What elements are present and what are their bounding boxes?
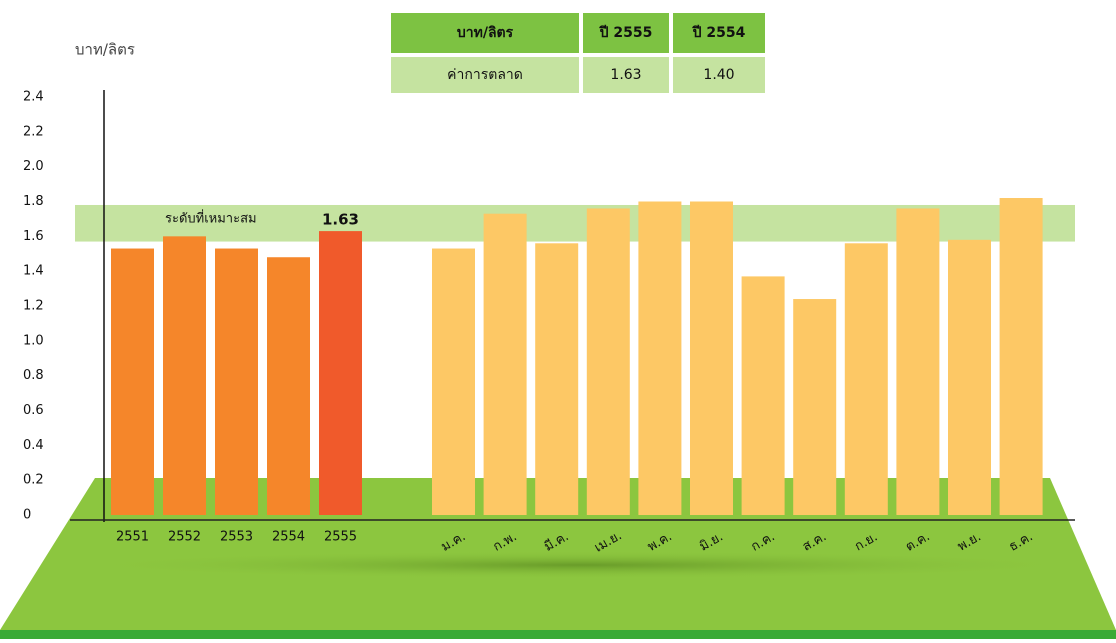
y-axis-label: บาท/ลิตร (75, 41, 135, 59)
bar (896, 208, 940, 515)
y-tick-label: 0.4 (23, 438, 44, 453)
y-tick-label: 1.4 (23, 264, 44, 279)
shadow (80, 551, 1080, 579)
y-tick-label: 0.8 (23, 368, 44, 383)
bar (948, 239, 991, 516)
x-tick-label: 2551 (116, 530, 149, 545)
table-header: บาท/ลิตร (457, 25, 514, 41)
table: บาท/ลิตร ปี 2555 ปี 2554 ค่าการตลาด 1.63… (391, 13, 765, 93)
bar (319, 231, 362, 515)
y-tick-label: 2.4 (23, 90, 44, 105)
table-cell-text: 1.40 (703, 67, 734, 83)
table-header-cell (583, 13, 669, 53)
table-cell-text: 1.63 (610, 67, 641, 83)
bar (844, 243, 888, 516)
table-cell-text: ค่าการตลาด (447, 67, 523, 83)
ground-edge (0, 630, 1116, 639)
x-tick-label: 2555 (324, 530, 357, 545)
band-label: ระดับที่เหมาะสม (165, 209, 257, 226)
y-tick-label: 0.2 (23, 473, 44, 488)
bar (999, 198, 1043, 515)
y-tick-label: 1.8 (23, 194, 44, 209)
bar (741, 276, 785, 515)
bar (163, 236, 206, 516)
bar (432, 248, 475, 515)
bar (111, 248, 154, 515)
bar (535, 243, 579, 516)
x-tick-label: 2552 (168, 530, 201, 545)
x-tick-label: 2553 (220, 530, 253, 545)
bar (690, 201, 733, 515)
y-tick-label: 2.0 (23, 159, 44, 174)
y-tick-label: 1.6 (23, 229, 44, 244)
bar (793, 299, 837, 515)
y-tick-label: 0 (23, 508, 31, 523)
table-cell (583, 57, 669, 93)
table-header: ปี 2554 (691, 25, 745, 41)
bar (638, 201, 682, 515)
table-header-cell (391, 13, 579, 53)
bar (267, 257, 310, 515)
x-tick-label: 2554 (272, 530, 305, 545)
table-header-cell (673, 13, 765, 53)
bar (586, 208, 630, 515)
y-tick-label: 2.2 (23, 124, 44, 139)
y-tick-label: 0.6 (23, 403, 44, 418)
table-header: ปี 2555 (598, 25, 652, 41)
bar (483, 213, 527, 516)
y-tick-label: 1.0 (23, 333, 44, 348)
table-cell (673, 57, 765, 93)
table-cell (391, 57, 579, 93)
bar (215, 248, 258, 515)
y-tick-label: 1.2 (23, 299, 44, 314)
value-label: 1.63 (322, 211, 359, 229)
